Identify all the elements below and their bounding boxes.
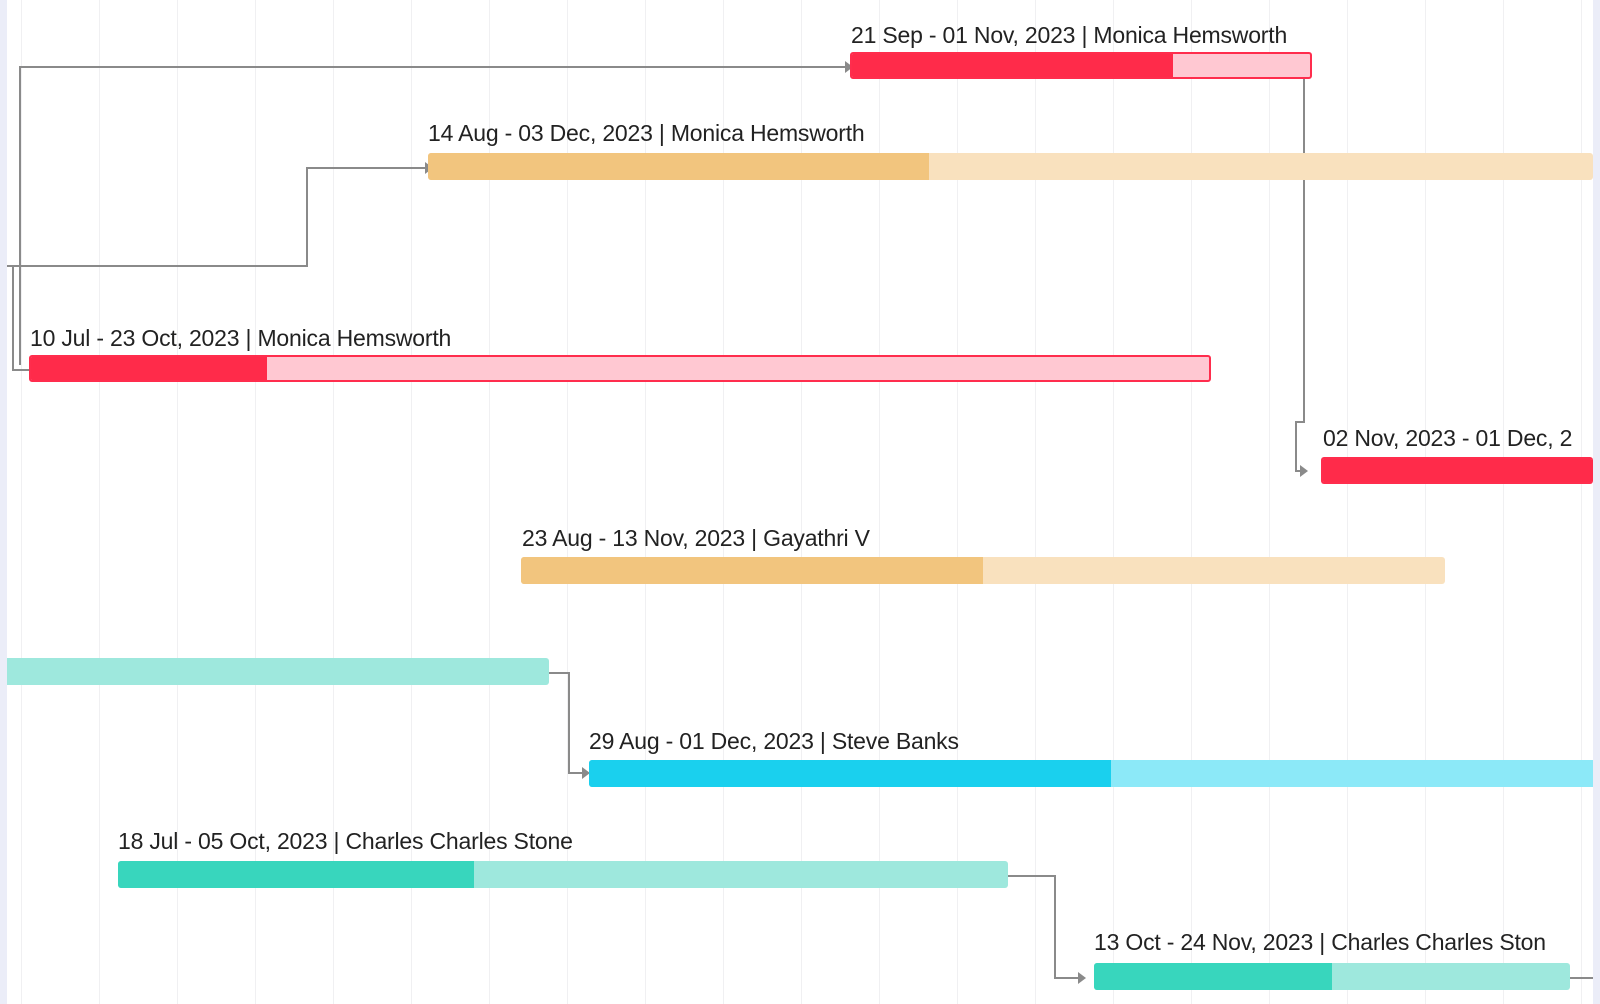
timeline-grid (7, 0, 1593, 1004)
task-label: 10 Jul - 23 Oct, 2023 | Monica Hemsworth (30, 325, 452, 351)
task-label: 02 Nov, 2023 - 01 Dec, 2 (1323, 425, 1573, 451)
task-bar[interactable] (7, 658, 549, 685)
task-bar[interactable] (1321, 457, 1593, 484)
grid-line (801, 0, 802, 1004)
task-label: 23 Aug - 13 Nov, 2023 | Gayathri V (522, 525, 870, 551)
task-bar[interactable] (118, 861, 1008, 888)
task-label: 18 Jul - 05 Oct, 2023 | Charles Charles … (118, 828, 573, 854)
grid-line (21, 0, 22, 1004)
grid-line (567, 0, 568, 1004)
task-progress-fill (1323, 459, 1593, 482)
grid-line (1425, 0, 1426, 1004)
grid-line (489, 0, 490, 1004)
task-label: 29 Aug - 01 Dec, 2023 | Steve Banks (589, 728, 959, 754)
grid-line (411, 0, 412, 1004)
task-progress-fill (428, 153, 929, 180)
grid-line (177, 0, 178, 1004)
task-bar[interactable] (850, 52, 1312, 79)
grid-line (645, 0, 646, 1004)
grid-line (333, 0, 334, 1004)
task-progress-fill (31, 357, 267, 380)
grid-line (99, 0, 100, 1004)
task-progress-fill (1094, 963, 1332, 990)
grid-line (1269, 0, 1270, 1004)
task-bar[interactable] (589, 760, 1593, 787)
grid-line (1581, 0, 1582, 1004)
grid-line (1035, 0, 1036, 1004)
task-bar[interactable] (428, 153, 1593, 180)
gantt-chart-canvas: 21 Sep - 01 Nov, 2023 | Monica Hemsworth… (7, 0, 1593, 1004)
grid-line (255, 0, 256, 1004)
grid-line (1503, 0, 1504, 1004)
grid-line (723, 0, 724, 1004)
task-label: 21 Sep - 01 Nov, 2023 | Monica Hemsworth (851, 22, 1288, 48)
task-label: 14 Aug - 03 Dec, 2023 | Monica Hemsworth (428, 120, 865, 146)
task-progress-fill (118, 861, 474, 888)
grid-line (879, 0, 880, 1004)
grid-line (1191, 0, 1192, 1004)
task-bar[interactable] (1094, 963, 1570, 990)
task-progress-fill (521, 557, 983, 584)
grid-line (957, 0, 958, 1004)
task-bar[interactable] (521, 557, 1445, 584)
grid-line (1113, 0, 1114, 1004)
grid-line (1347, 0, 1348, 1004)
task-label: 13 Oct - 24 Nov, 2023 | Charles Charles … (1094, 929, 1546, 955)
task-progress-fill (852, 54, 1173, 77)
task-bar[interactable] (29, 355, 1211, 382)
task-progress-fill (589, 760, 1112, 787)
